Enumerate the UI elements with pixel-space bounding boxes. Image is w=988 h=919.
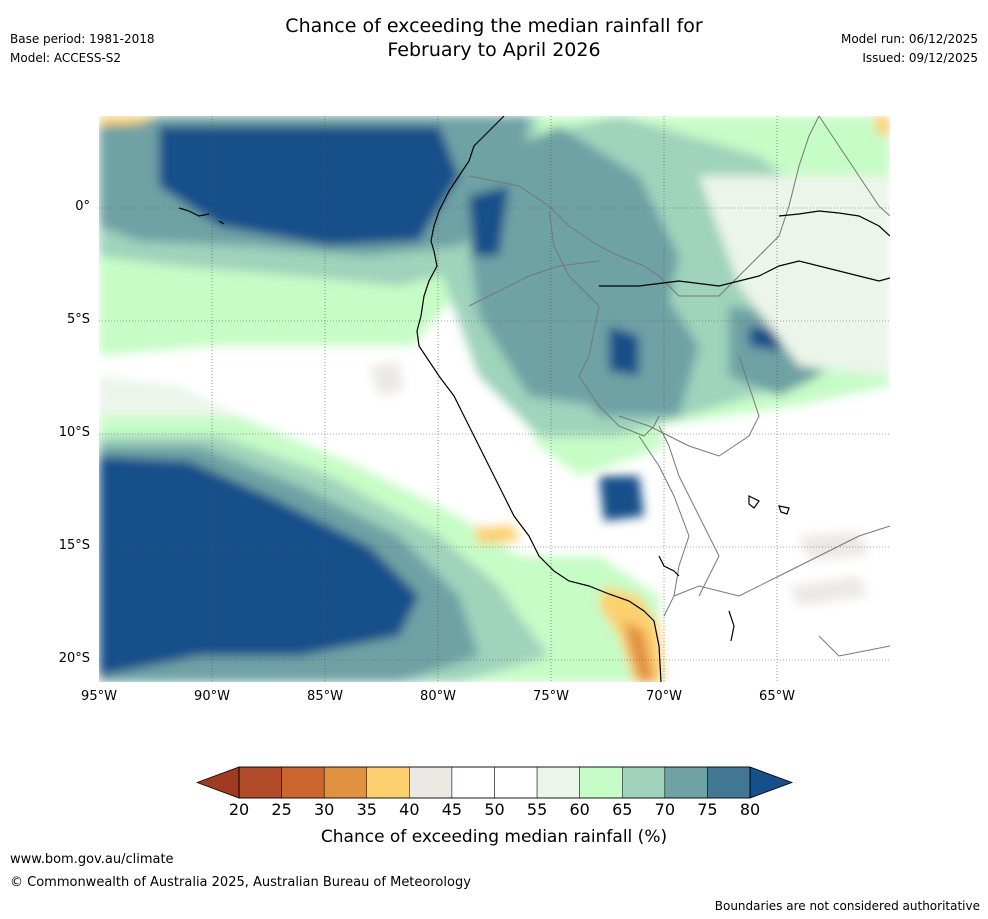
- issued-text: Issued: 09/12/2025: [862, 51, 978, 65]
- lat-label-10s: 10°S: [58, 425, 90, 440]
- colorbar-swatch: [707, 766, 751, 799]
- lat-label-20s: 20°S: [58, 651, 90, 666]
- website-text: www.bom.gov.au/climate: [10, 852, 174, 867]
- copyright-text: © Commonwealth of Australia 2025, Austra…: [10, 875, 471, 890]
- country-borders: [468, 116, 890, 657]
- colorbar-tick-label: 20: [228, 800, 250, 819]
- colorbar-under-arrow: [196, 766, 240, 799]
- zone-55-60-west: [99, 376, 239, 426]
- rainfall-map: [99, 116, 890, 682]
- graticule: [99, 116, 890, 682]
- disclaimer-text: Boundaries are not considered authoritat…: [714, 899, 980, 913]
- colorbar-swatch: [281, 766, 325, 799]
- map-title: Chance of exceeding the median rainfall …: [0, 14, 988, 62]
- lat-label-5s: 5°S: [66, 312, 90, 327]
- lon-label-90w: 90°W: [194, 689, 230, 704]
- title-line-2: February to April 2026: [387, 39, 601, 61]
- zone-80-ecuador: [469, 186, 509, 256]
- colorbar-label: Chance of exceeding median rainfall (%): [320, 827, 668, 847]
- zone-45-55-amazon: [699, 176, 890, 376]
- colorbar-swatch: [494, 766, 538, 799]
- colorbar-swatch: [238, 766, 282, 799]
- lon-label-80w: 80°W: [420, 689, 456, 704]
- colorbar-tick-label: 45: [441, 800, 463, 819]
- colorbar-swatch: [622, 766, 666, 799]
- coastline: [178, 116, 890, 682]
- lon-label-65w: 65°W: [759, 689, 795, 704]
- zone-30-35-atacama: [624, 621, 654, 682]
- colorbar-tick-label: 65: [612, 800, 633, 819]
- lon-label-85w: 85°W: [307, 689, 343, 704]
- colorbar-swatches: [238, 766, 751, 799]
- colorbar: [196, 766, 794, 799]
- colorbar-tick-label: 55: [526, 800, 548, 819]
- colorbar-tick-label: 70: [654, 800, 675, 819]
- colorbar-tick-label: 60: [569, 800, 590, 819]
- colorbar-tick-label: 35: [356, 800, 377, 819]
- zone-80-north: [159, 126, 459, 246]
- colorbar-outline: [238, 766, 751, 799]
- zone-40-45-bolivia: [799, 531, 869, 561]
- zone-40-45-chile: [789, 576, 869, 606]
- lon-label-70w: 70°W: [646, 689, 682, 704]
- zone-80-peru: [609, 326, 639, 376]
- lon-label-95w: 95°W: [81, 689, 117, 704]
- colorbar-swatch: [664, 766, 708, 799]
- lat-label-0: 0°: [75, 199, 90, 214]
- zone-35-40-nw-corner: [99, 116, 159, 126]
- model-run-text: Model run: 06/12/2025: [840, 32, 978, 46]
- title-line-1: Chance of exceeding the median rainfall …: [285, 15, 703, 37]
- colorbar-tick-label: 80: [739, 800, 761, 819]
- lat-label-15s: 15°S: [58, 538, 90, 553]
- colorbar-over-arrow: [749, 766, 794, 799]
- zone-40-45-coast: [369, 361, 404, 396]
- colorbar-tick-label: 40: [399, 800, 420, 819]
- zone-80-south-peru: [599, 476, 644, 521]
- lon-label-75w: 75°W: [533, 689, 569, 704]
- colorbar-swatch: [579, 766, 623, 799]
- colorbar-tick-label: 30: [313, 800, 335, 819]
- colorbar-tick-label: 25: [271, 800, 292, 819]
- colorbar-tick-label: 75: [697, 800, 718, 819]
- zone-35-40-ne-corner: [874, 116, 890, 136]
- zone-35-40-coast-spot: [474, 526, 519, 544]
- colorbar-tick-label: 50: [484, 800, 505, 819]
- zone-80-sw: [99, 456, 419, 676]
- colorbar-swatch: [366, 766, 410, 799]
- colorbar-swatch: [323, 766, 368, 799]
- colorbar-swatch: [409, 766, 453, 799]
- colorbar-swatch: [451, 766, 495, 799]
- base-period-text: Base period: 1981-2018: [10, 32, 155, 46]
- model-name-text: Model: ACCESS-S2: [10, 51, 122, 65]
- colorbar-swatch: [536, 766, 580, 799]
